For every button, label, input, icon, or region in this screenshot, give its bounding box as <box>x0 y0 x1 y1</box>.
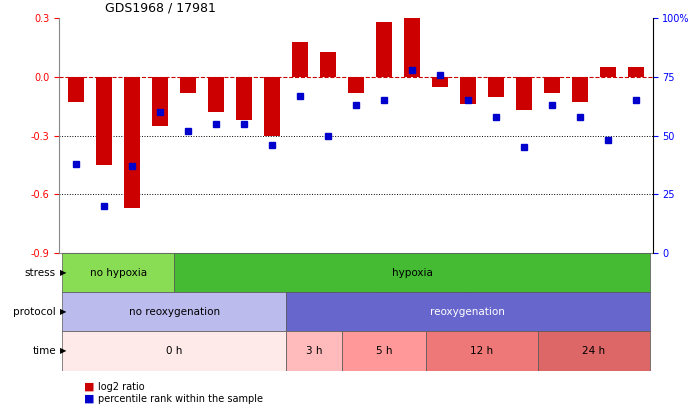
Text: percentile rank within the sample: percentile rank within the sample <box>98 394 262 404</box>
Bar <box>432 77 447 87</box>
Text: GDS1968 / 17981: GDS1968 / 17981 <box>105 1 216 14</box>
Text: protocol: protocol <box>13 307 56 317</box>
Bar <box>237 77 252 120</box>
Text: reoxygenation: reoxygenation <box>431 307 505 317</box>
Text: 24 h: 24 h <box>582 346 605 356</box>
Bar <box>376 22 392 77</box>
Text: time: time <box>32 346 56 356</box>
FancyBboxPatch shape <box>62 292 286 331</box>
Text: ▶: ▶ <box>60 307 66 316</box>
FancyBboxPatch shape <box>538 331 650 371</box>
Text: log2 ratio: log2 ratio <box>98 382 144 392</box>
Text: stress: stress <box>24 268 56 278</box>
FancyBboxPatch shape <box>286 331 342 371</box>
Text: ▶: ▶ <box>60 347 66 356</box>
Bar <box>628 67 644 77</box>
FancyBboxPatch shape <box>426 331 538 371</box>
Bar <box>404 18 419 77</box>
Text: hypoxia: hypoxia <box>392 268 432 278</box>
Bar <box>152 77 168 126</box>
Text: 3 h: 3 h <box>306 346 322 356</box>
FancyBboxPatch shape <box>174 253 650 292</box>
Text: ■: ■ <box>84 382 94 392</box>
Text: no hypoxia: no hypoxia <box>89 268 147 278</box>
Text: no reoxygenation: no reoxygenation <box>128 307 220 317</box>
Bar <box>600 67 616 77</box>
Bar <box>124 77 140 208</box>
Bar <box>348 77 364 93</box>
Text: 5 h: 5 h <box>376 346 392 356</box>
FancyBboxPatch shape <box>286 292 650 331</box>
Bar <box>68 77 84 102</box>
Text: 0 h: 0 h <box>166 346 182 356</box>
Bar <box>544 77 560 93</box>
Bar <box>320 51 336 77</box>
Bar <box>572 77 588 102</box>
Bar <box>265 77 280 136</box>
FancyBboxPatch shape <box>62 331 286 371</box>
Text: 12 h: 12 h <box>470 346 493 356</box>
Bar <box>292 42 308 77</box>
Bar <box>460 77 475 104</box>
Text: ▶: ▶ <box>60 268 66 277</box>
Bar <box>180 77 195 93</box>
Bar <box>96 77 112 165</box>
Bar <box>209 77 224 112</box>
Bar <box>488 77 503 96</box>
Text: ■: ■ <box>84 394 94 404</box>
Bar <box>517 77 532 110</box>
FancyBboxPatch shape <box>62 253 174 292</box>
FancyBboxPatch shape <box>342 331 426 371</box>
